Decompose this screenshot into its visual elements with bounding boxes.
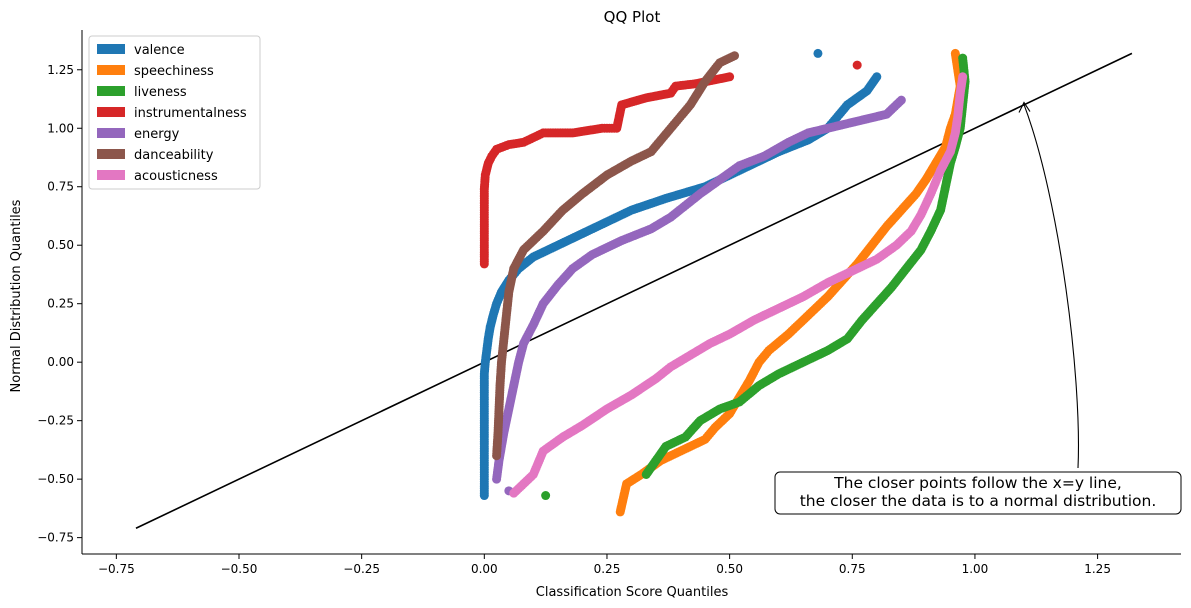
x-tick-label: −0.50 (221, 562, 258, 576)
data-point (958, 72, 968, 82)
legend-label-energy: energy (134, 127, 180, 142)
y-tick-label: 0.75 (47, 180, 74, 194)
chart-title: QQ Plot (604, 8, 661, 26)
series-acousticness (509, 72, 968, 498)
data-point (896, 95, 906, 105)
annotation-text-line: The closer points follow the x=y line, (833, 474, 1122, 492)
annotation-arrow-line (1023, 104, 1079, 469)
legend-swatch-liveness (97, 86, 125, 96)
x-tick-label: −0.75 (98, 562, 135, 576)
annotation-arrow-head (1018, 101, 1031, 113)
legend-label-liveness: liveness (134, 85, 187, 100)
y-tick-label: 0.00 (47, 355, 74, 369)
legend-swatch-energy (97, 128, 125, 138)
legend-label-acousticness: acousticness (134, 169, 218, 184)
axes: −0.75 −0.50 −0.25 0.00 0.25 0.50 0.75 1.00 1.25 −… (37, 30, 1181, 576)
data-point (813, 48, 823, 58)
data-point (541, 491, 551, 501)
legend-swatch-instrumentalness (97, 107, 125, 117)
legend-swatch-danceability (97, 149, 125, 159)
data-points-layer (479, 48, 970, 517)
x-tick-label: 0.00 (471, 562, 498, 576)
legend-label-danceability: danceability (134, 148, 214, 163)
x-tick-label: −0.25 (343, 562, 380, 576)
series-danceability (492, 51, 740, 461)
x-axis-label: Classification Score Quantiles (536, 585, 729, 600)
x-equals-y-reference-line (135, 52, 1133, 529)
annotation-box (774, 471, 1182, 515)
legend-swatch-valence (97, 44, 125, 54)
y-tick-label: −0.75 (37, 531, 74, 545)
data-point (730, 51, 740, 61)
series-instrumentalness (479, 60, 862, 269)
y-tick-label: −0.50 (37, 472, 74, 486)
data-point (950, 48, 960, 58)
legend-swatch-acousticness (97, 170, 125, 180)
x-tick-label: 0.50 (716, 562, 743, 576)
legend-label-valence: valence (134, 43, 185, 58)
y-axis-label: Normal Distribution Quantiles (9, 199, 24, 392)
data-point (852, 60, 862, 70)
x-tick-label: 0.25 (594, 562, 621, 576)
legend-frame (88, 35, 261, 190)
y-tick-label: 1.00 (47, 121, 74, 135)
y-tick-label: −0.25 (37, 414, 74, 428)
annotation: The closer points follow the x=y line,th… (774, 101, 1182, 515)
data-point (958, 53, 968, 63)
annotation-text-line: the closer the data is to a normal distr… (800, 492, 1157, 510)
y-tick-label: 0.25 (47, 297, 74, 311)
legend-swatch-speechiness (97, 65, 125, 75)
data-point (872, 72, 882, 82)
legend-label-speechiness: speechiness (134, 64, 214, 79)
series-liveness (541, 53, 970, 501)
series-energy (492, 95, 906, 496)
legend: valence speechiness liveness instrumentalne… (88, 35, 261, 190)
y-tick-label: 1.25 (47, 63, 74, 77)
data-point (725, 72, 735, 82)
y-tick-label: 0.50 (47, 238, 74, 252)
reference-line-layer (135, 52, 1133, 529)
x-tick-label: 1.00 (962, 562, 989, 576)
x-tick-label: 0.75 (839, 562, 866, 576)
x-tick-label: 1.25 (1084, 562, 1111, 576)
legend-label-instrumentalness: instrumentalness (134, 106, 247, 121)
